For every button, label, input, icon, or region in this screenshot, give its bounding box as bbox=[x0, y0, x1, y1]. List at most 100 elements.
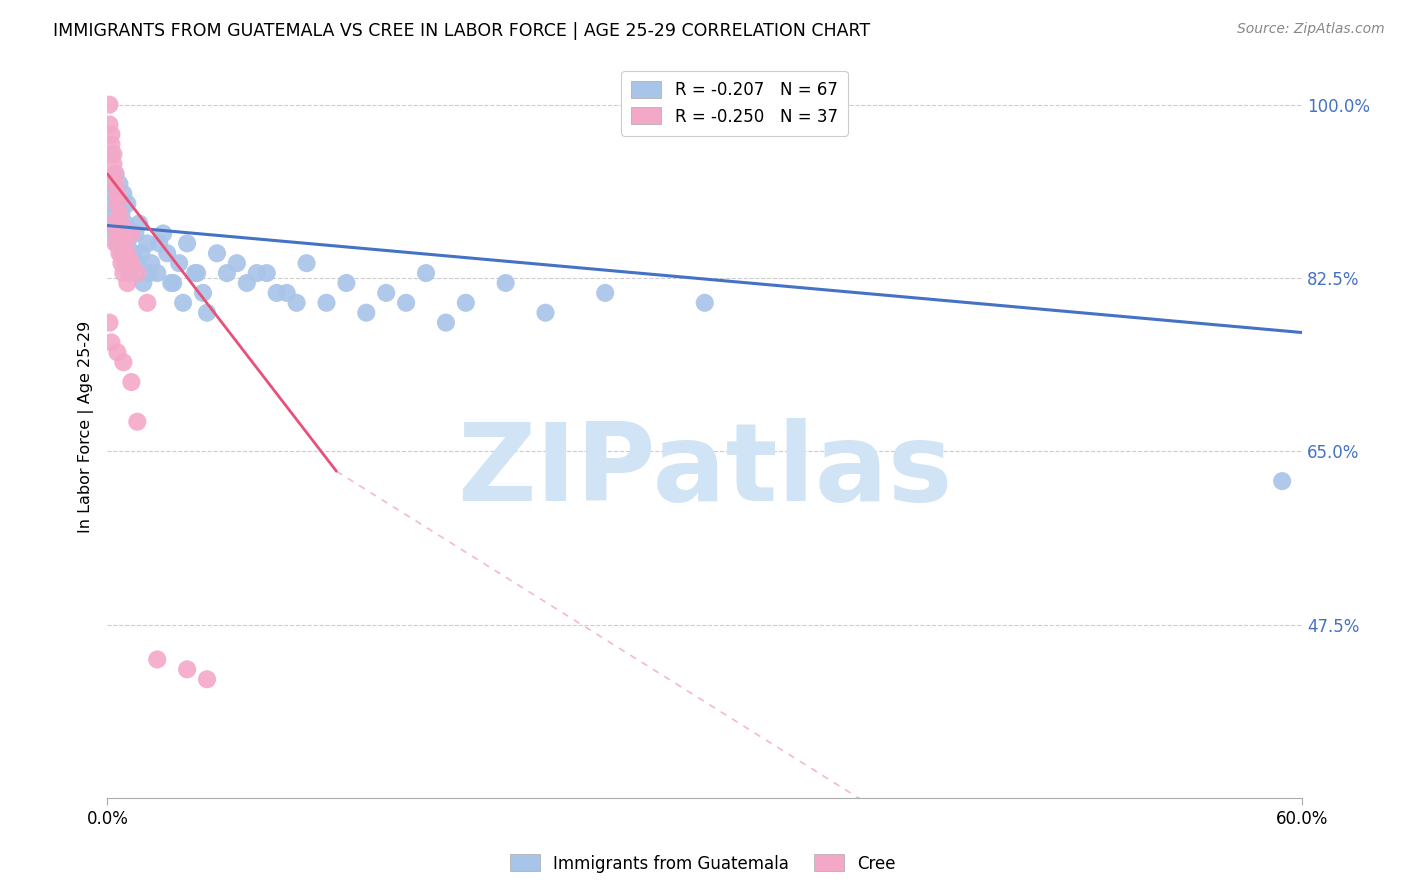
Point bbox=[114, 217, 136, 231]
Point bbox=[103, 217, 125, 231]
Point bbox=[108, 217, 131, 231]
Point bbox=[112, 227, 135, 241]
Point bbox=[107, 186, 129, 201]
Point bbox=[225, 256, 247, 270]
Text: Source: ZipAtlas.com: Source: ZipAtlas.com bbox=[1237, 22, 1385, 37]
Point bbox=[160, 276, 183, 290]
Point bbox=[127, 266, 149, 280]
Point bbox=[136, 295, 159, 310]
Point bbox=[195, 306, 218, 320]
Point bbox=[112, 186, 135, 201]
Point bbox=[156, 246, 179, 260]
Point bbox=[127, 415, 149, 429]
Point bbox=[103, 157, 125, 171]
Point bbox=[1271, 474, 1294, 488]
Point bbox=[117, 196, 139, 211]
Point bbox=[103, 186, 125, 201]
Legend: R = -0.207   N = 67, R = -0.250   N = 37: R = -0.207 N = 67, R = -0.250 N = 37 bbox=[621, 70, 848, 136]
Point bbox=[98, 177, 121, 191]
Point bbox=[107, 345, 129, 359]
Point bbox=[146, 652, 169, 666]
Point bbox=[120, 375, 142, 389]
Point bbox=[108, 246, 131, 260]
Point bbox=[148, 236, 170, 251]
Point bbox=[415, 266, 437, 280]
Point bbox=[186, 266, 208, 280]
Point bbox=[118, 266, 141, 280]
Point bbox=[315, 295, 337, 310]
Point bbox=[131, 246, 153, 260]
Point bbox=[107, 196, 129, 211]
Point bbox=[118, 256, 141, 270]
Point bbox=[98, 97, 121, 112]
Point bbox=[112, 227, 135, 241]
Point bbox=[110, 207, 132, 221]
Point bbox=[395, 295, 418, 310]
Point bbox=[127, 256, 149, 270]
Point bbox=[356, 306, 378, 320]
Point bbox=[136, 236, 159, 251]
Point bbox=[107, 227, 129, 241]
Point bbox=[117, 276, 139, 290]
Point bbox=[100, 128, 122, 142]
Point bbox=[110, 256, 132, 270]
Point bbox=[266, 285, 288, 300]
Point bbox=[205, 246, 228, 260]
Point bbox=[246, 266, 269, 280]
Point bbox=[184, 266, 207, 280]
Point bbox=[146, 266, 169, 280]
Point bbox=[191, 285, 214, 300]
Point bbox=[100, 196, 122, 211]
Point bbox=[103, 227, 125, 241]
Point bbox=[162, 276, 184, 290]
Point bbox=[117, 236, 139, 251]
Point bbox=[215, 266, 238, 280]
Point bbox=[167, 256, 190, 270]
Point bbox=[104, 207, 127, 221]
Point bbox=[152, 227, 174, 241]
Point bbox=[104, 177, 127, 191]
Text: ZIPatlas: ZIPatlas bbox=[457, 418, 952, 524]
Point bbox=[375, 285, 398, 300]
Point bbox=[107, 236, 129, 251]
Point bbox=[100, 335, 122, 350]
Point bbox=[335, 276, 357, 290]
Point bbox=[117, 246, 139, 260]
Point bbox=[256, 266, 278, 280]
Point bbox=[104, 236, 127, 251]
Point bbox=[114, 236, 136, 251]
Point bbox=[295, 256, 318, 270]
Point bbox=[108, 177, 131, 191]
Point bbox=[276, 285, 298, 300]
Point bbox=[454, 295, 477, 310]
Point bbox=[98, 316, 121, 330]
Legend: Immigrants from Guatemala, Cree: Immigrants from Guatemala, Cree bbox=[503, 847, 903, 880]
Point bbox=[236, 276, 259, 290]
Point bbox=[120, 227, 142, 241]
Point bbox=[593, 285, 616, 300]
Point bbox=[176, 236, 198, 251]
Point bbox=[138, 266, 160, 280]
Point bbox=[107, 196, 129, 211]
Point bbox=[104, 167, 127, 181]
Point bbox=[104, 167, 127, 181]
Point bbox=[108, 207, 131, 221]
Point bbox=[124, 227, 146, 241]
Point bbox=[120, 256, 142, 270]
Point bbox=[98, 118, 121, 132]
Point bbox=[534, 306, 557, 320]
Point bbox=[122, 246, 145, 260]
Point bbox=[176, 662, 198, 676]
Point bbox=[110, 217, 132, 231]
Point bbox=[434, 316, 457, 330]
Point bbox=[172, 295, 194, 310]
Point bbox=[141, 256, 163, 270]
Point bbox=[100, 137, 122, 152]
Point bbox=[195, 672, 218, 686]
Point bbox=[103, 147, 125, 161]
Point bbox=[112, 355, 135, 369]
Point bbox=[132, 276, 155, 290]
Point bbox=[98, 217, 121, 231]
Point bbox=[114, 256, 136, 270]
Point bbox=[285, 295, 308, 310]
